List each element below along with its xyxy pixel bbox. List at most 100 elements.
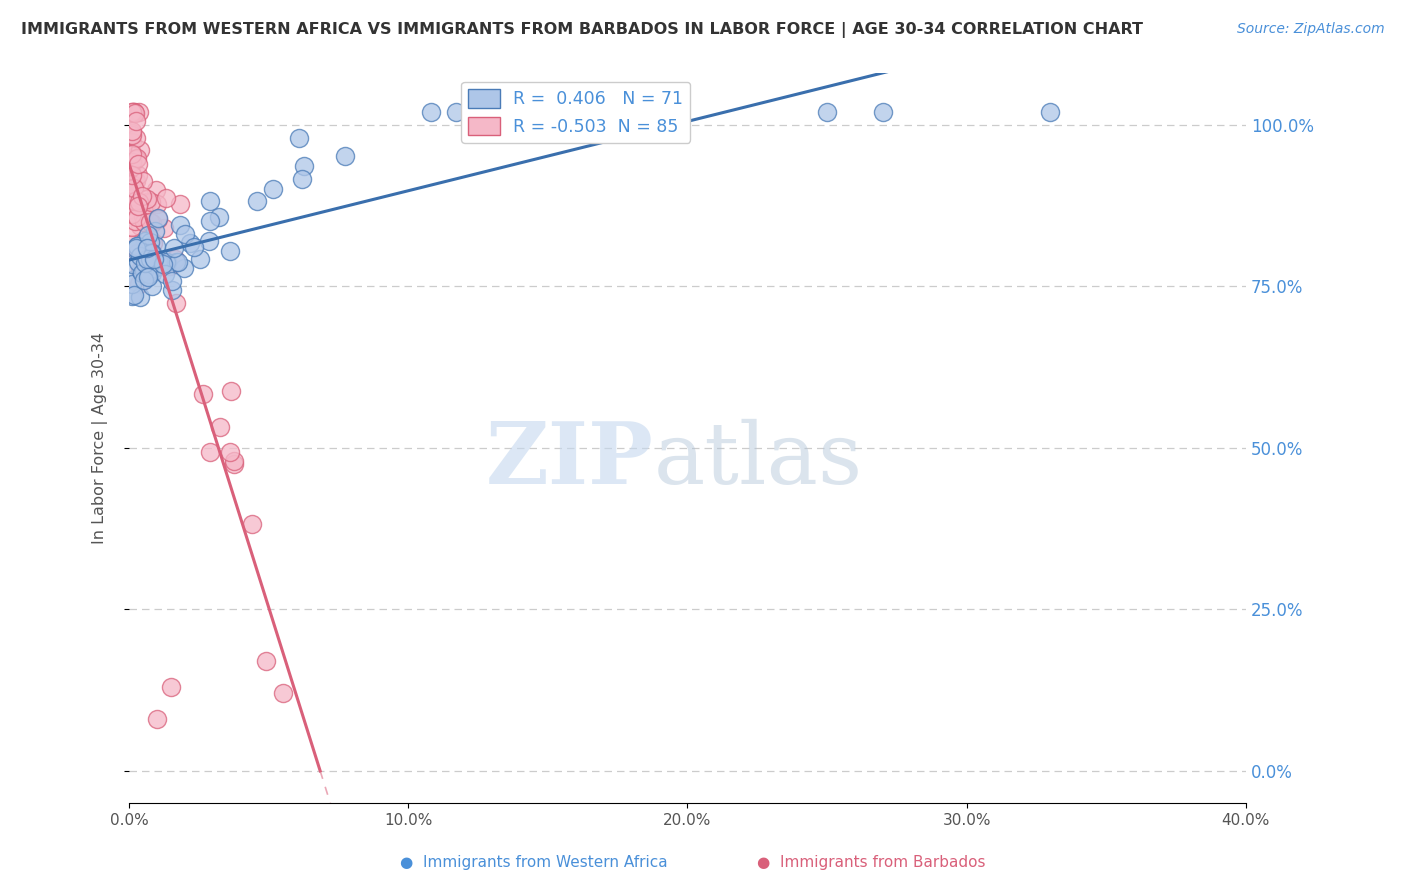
Point <box>125 238 148 252</box>
Point <box>138 264 160 278</box>
Point <box>125 194 148 209</box>
Point <box>134 234 156 248</box>
Point <box>122 175 145 189</box>
Point <box>872 104 894 119</box>
Point <box>132 273 155 287</box>
Point <box>121 174 143 188</box>
Text: ●  Immigrants from Barbados: ● Immigrants from Barbados <box>758 855 986 870</box>
Point <box>121 104 143 119</box>
Point <box>1039 104 1062 119</box>
Point <box>124 173 146 187</box>
Point <box>160 283 183 297</box>
Point <box>125 241 148 255</box>
Point <box>815 104 838 119</box>
Point <box>156 254 179 268</box>
Point <box>121 220 143 235</box>
Point <box>143 224 166 238</box>
Point <box>136 252 159 267</box>
Point <box>121 288 143 302</box>
Point <box>169 218 191 232</box>
Point <box>208 210 231 224</box>
Point <box>155 191 177 205</box>
Point <box>134 257 156 271</box>
Point <box>139 235 162 249</box>
Point <box>122 104 145 119</box>
Point <box>221 384 243 399</box>
Point <box>222 458 245 472</box>
Text: atlas: atlas <box>654 418 863 501</box>
Point <box>444 104 467 119</box>
Point <box>121 202 143 217</box>
Point <box>288 131 311 145</box>
Text: Source: ZipAtlas.com: Source: ZipAtlas.com <box>1237 22 1385 37</box>
Point <box>135 194 157 209</box>
Point <box>262 181 284 195</box>
Point <box>124 194 146 208</box>
Point <box>160 274 183 288</box>
Point <box>121 128 143 143</box>
Point <box>124 114 146 128</box>
Point <box>122 174 145 188</box>
Point <box>131 266 153 280</box>
Point <box>165 255 187 269</box>
Point <box>138 268 160 282</box>
Point <box>198 194 221 209</box>
Point <box>224 454 246 468</box>
Point <box>198 214 221 228</box>
Point <box>169 197 191 211</box>
Point <box>125 153 148 167</box>
Point <box>139 215 162 229</box>
Point <box>129 249 152 263</box>
Point <box>136 192 159 206</box>
Point <box>135 240 157 254</box>
Point <box>128 290 150 304</box>
Point <box>138 231 160 245</box>
Point <box>159 259 181 273</box>
Point <box>124 172 146 186</box>
Point <box>134 263 156 277</box>
Point <box>145 184 167 198</box>
Point <box>191 387 214 401</box>
Point <box>121 135 143 149</box>
Point <box>127 168 149 182</box>
Point <box>139 252 162 267</box>
Point <box>136 241 159 255</box>
Point <box>128 104 150 119</box>
Point <box>129 143 152 157</box>
Point <box>121 237 143 252</box>
Text: ●  Immigrants from Western Africa: ● Immigrants from Western Africa <box>401 855 668 870</box>
Point <box>141 278 163 293</box>
Point <box>125 194 148 209</box>
Point <box>127 197 149 211</box>
Point <box>122 154 145 169</box>
Point <box>292 159 315 173</box>
Point <box>246 194 269 208</box>
Point <box>152 257 174 271</box>
Point <box>124 106 146 120</box>
Legend: R =  0.406   N = 71, R = -0.503  N = 85: R = 0.406 N = 71, R = -0.503 N = 85 <box>461 82 690 143</box>
Point <box>125 130 148 145</box>
Point <box>146 211 169 226</box>
Point <box>254 654 277 668</box>
Point <box>127 198 149 212</box>
Point <box>121 146 143 161</box>
Point <box>143 261 166 276</box>
Point <box>141 266 163 280</box>
Point <box>121 154 143 169</box>
Point <box>121 207 143 221</box>
Text: ZIP: ZIP <box>486 418 654 502</box>
Point <box>134 268 156 282</box>
Point <box>136 228 159 243</box>
Point <box>139 246 162 260</box>
Point <box>219 444 242 458</box>
Point <box>125 246 148 260</box>
Point <box>121 257 143 271</box>
Point <box>146 197 169 211</box>
Point <box>540 104 562 119</box>
Y-axis label: In Labor Force | Age 30-34: In Labor Force | Age 30-34 <box>93 332 108 544</box>
Point <box>200 445 222 459</box>
Point <box>129 264 152 278</box>
Point <box>291 172 314 186</box>
Point <box>160 680 183 694</box>
Point <box>141 217 163 231</box>
